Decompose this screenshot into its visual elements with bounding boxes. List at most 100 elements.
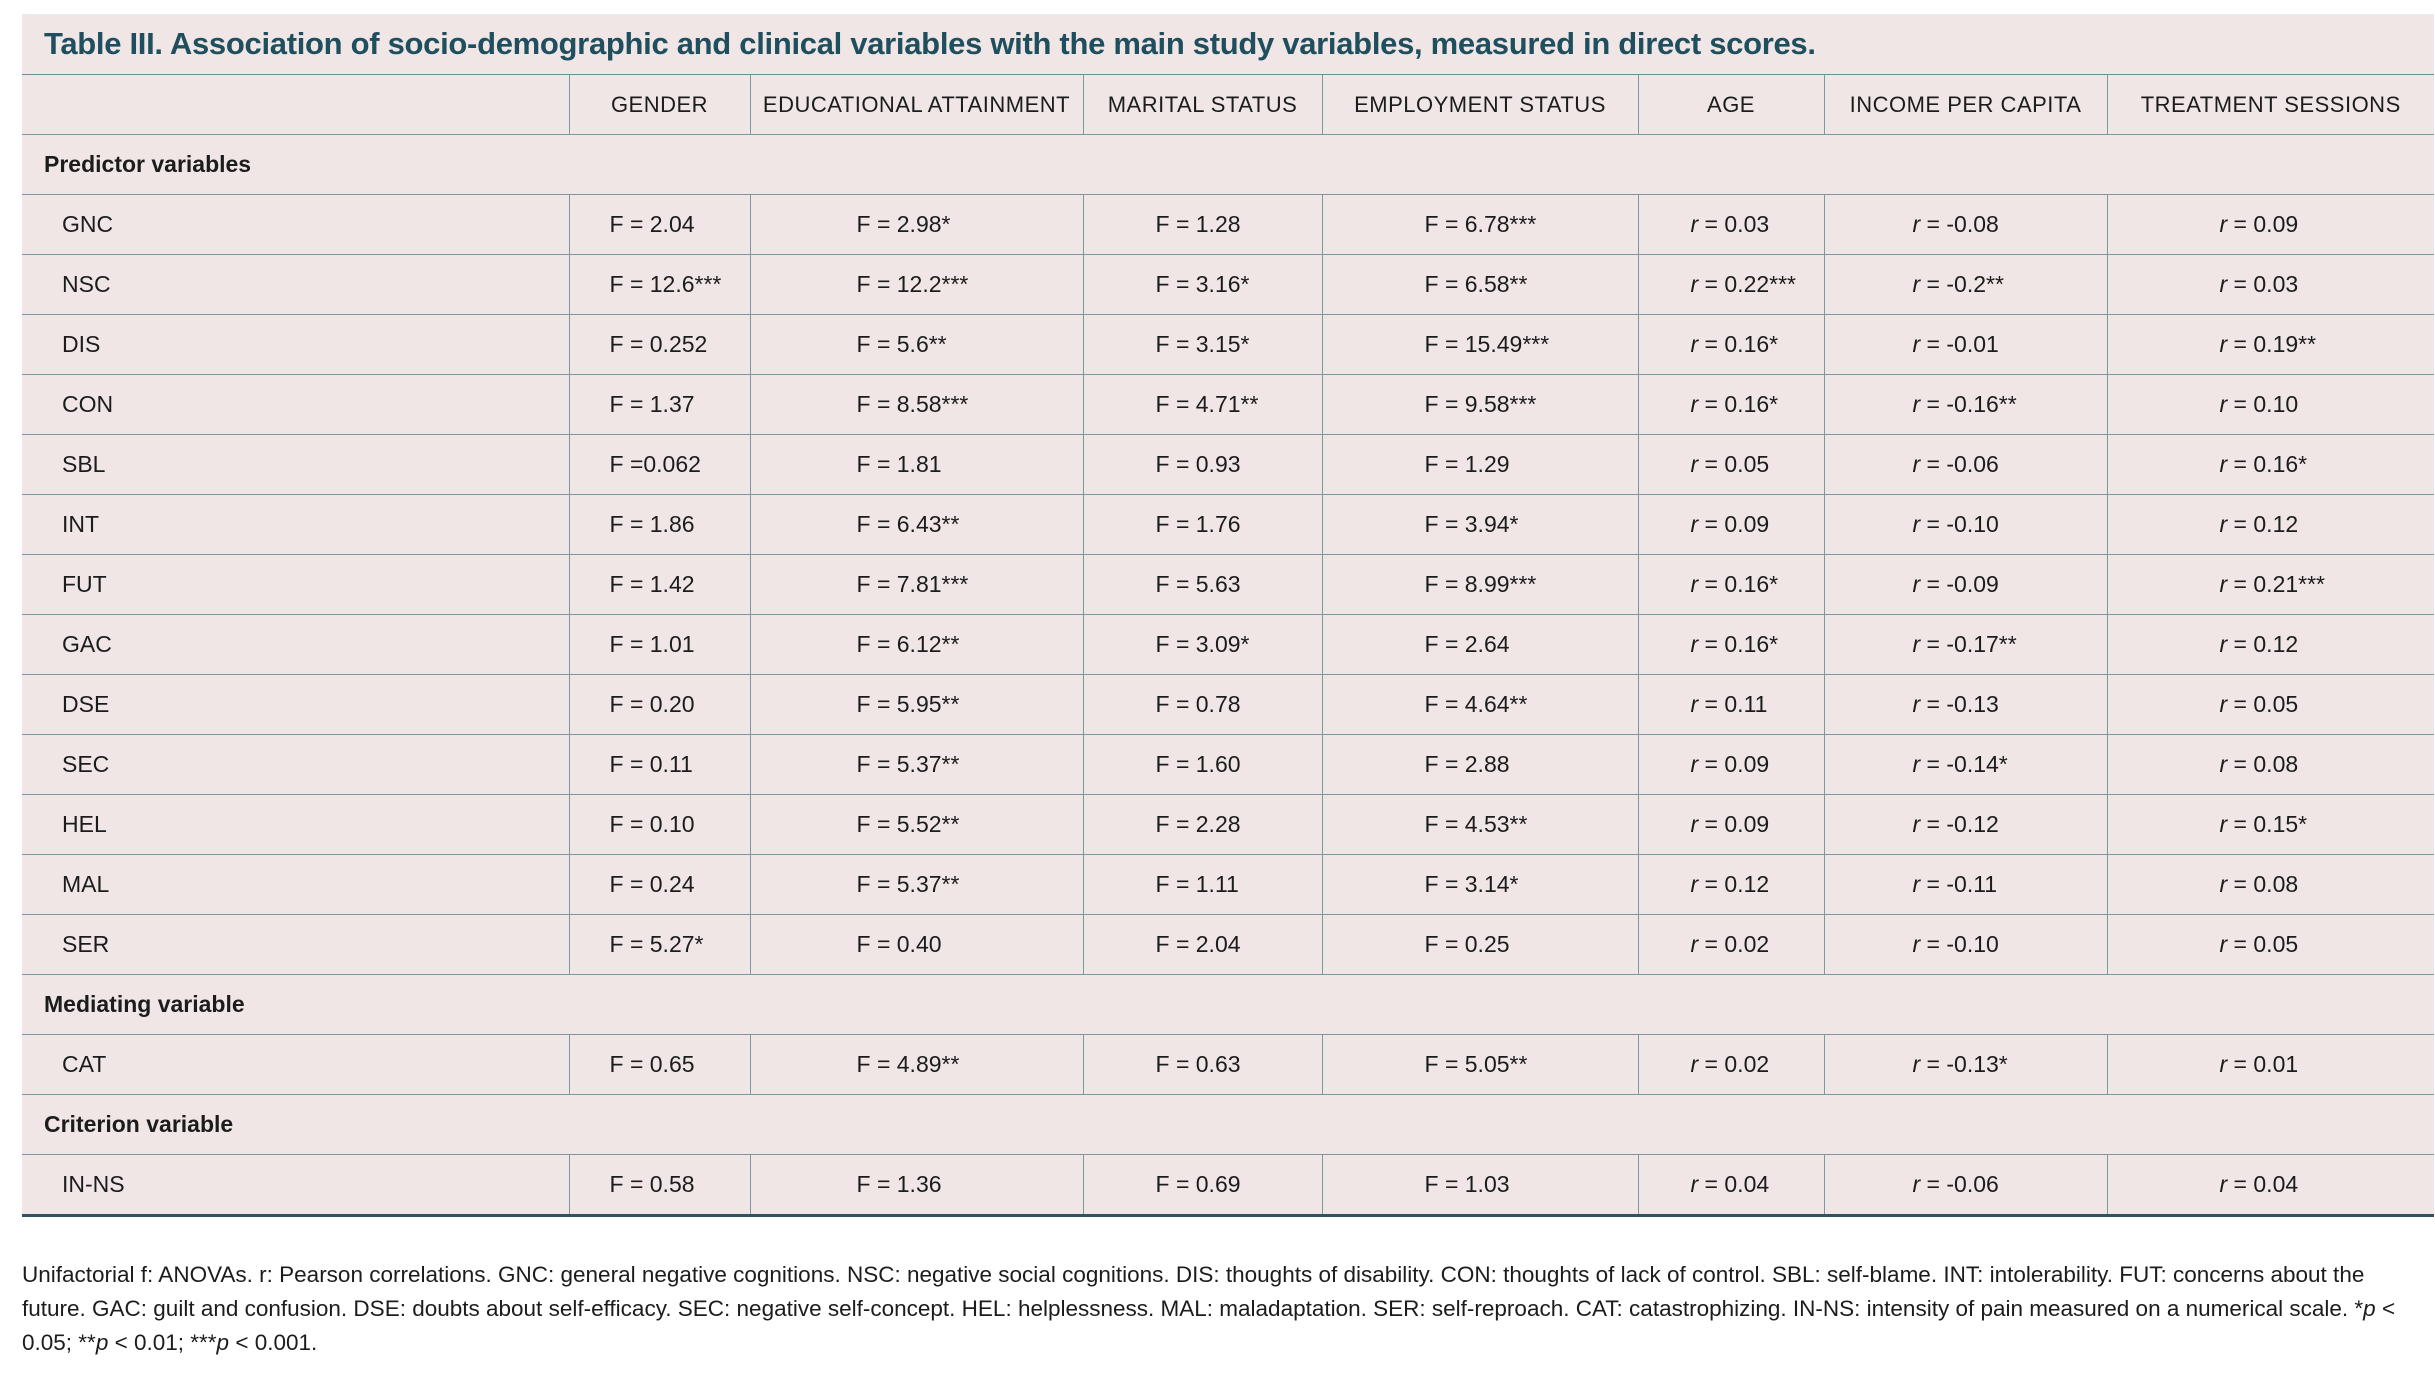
table-cell: F = 5.37** <box>749 734 1083 795</box>
table-cell: F = 0.65 <box>568 1034 750 1095</box>
table-row: SEC F = 0.11 F = 5.37** F = 1.60 F = 2.88 r =… <box>22 734 2434 795</box>
table-cell: F = 3.16* <box>1082 254 1322 315</box>
table-cell: F = 0.25 <box>1321 914 1638 975</box>
table-cell: r = -0.14* <box>1823 734 2107 795</box>
table-cell: r = 0.16* <box>2106 434 2434 495</box>
row-label: SEC <box>22 734 569 795</box>
table-cell: F = 2.88 <box>1321 734 1638 795</box>
table-cell: F = 3.14* <box>1321 854 1638 915</box>
table-cell: r = -0.01 <box>1823 314 2107 375</box>
table-cell: F = 1.86 <box>568 494 750 555</box>
table-body: Predictor variables GNC F = 2.04 F = 2.98* F… <box>22 134 2434 1214</box>
table-row: SER F = 5.27* F = 0.40 F = 2.04 F = 0.25 r = … <box>22 914 2434 975</box>
table-cell: r = 0.04 <box>2106 1154 2434 1214</box>
table-row: DSE F = 0.20 F = 5.95** F = 0.78 F = 4.64** r… <box>22 674 2434 735</box>
table-cell: r = 0.09 <box>1637 494 1824 555</box>
table-cell: r = 0.16* <box>1637 374 1824 435</box>
row-label: MAL <box>22 854 569 915</box>
table-cell: F = 1.36 <box>749 1154 1083 1214</box>
table-cell: F = 4.89** <box>749 1034 1083 1095</box>
table-cell: r = 0.12 <box>2106 494 2434 555</box>
data-table: GENDER EDUCATIONAL ATTAINMENT MARITAL ST… <box>22 75 2434 1214</box>
table-cell: r = -0.08 <box>1823 194 2107 255</box>
table-cell: F = 0.93 <box>1082 434 1322 495</box>
table-cell: F = 5.63 <box>1082 554 1322 615</box>
table-cell: F = 2.64 <box>1321 614 1638 675</box>
table-cell: r = 0.12 <box>1637 854 1824 915</box>
table-cell: r = -0.13* <box>1823 1034 2107 1095</box>
table-cell: F = 1.29 <box>1321 434 1638 495</box>
table-cell: F = 12.2*** <box>749 254 1083 315</box>
row-label: SBL <box>22 434 569 495</box>
row-label: CON <box>22 374 569 435</box>
table-cell: F = 9.58*** <box>1321 374 1638 435</box>
table-cell: F = 3.09* <box>1082 614 1322 675</box>
table-cell: F = 0.10 <box>568 794 750 855</box>
table-cell: F =0.062 <box>568 434 750 495</box>
table-cell: F = 1.76 <box>1082 494 1322 555</box>
section-heading: Criterion variable <box>22 1094 2434 1155</box>
table-cell: F = 0.63 <box>1082 1034 1322 1095</box>
table-cell: F = 0.24 <box>568 854 750 915</box>
column-header: TREATMENT SESSIONS <box>2106 75 2434 135</box>
table-cell: r = -0.10 <box>1823 494 2107 555</box>
table-cell: F = 3.94* <box>1321 494 1638 555</box>
header-blank <box>22 75 569 135</box>
table-cell: r = -0.09 <box>1823 554 2107 615</box>
table-cell: F = 5.6** <box>749 314 1083 375</box>
table-cell: F = 4.64** <box>1321 674 1638 735</box>
table-cell: r = 0.16* <box>1637 314 1824 375</box>
table-row: CON F = 1.37 F = 8.58*** F = 4.71** F = 9.58… <box>22 374 2434 435</box>
section-row: Criterion variable <box>22 1094 2434 1155</box>
table-cell: F = 2.04 <box>1082 914 1322 975</box>
table-cell: r = 0.09 <box>1637 794 1824 855</box>
table-row: NSC F = 12.6*** F = 12.2*** F = 3.16* F = 6.… <box>22 254 2434 315</box>
table-cell: r = -0.17** <box>1823 614 2107 675</box>
table-cell: F = 0.11 <box>568 734 750 795</box>
table-cell: r = -0.10 <box>1823 914 2107 975</box>
table-cell: F = 4.53** <box>1321 794 1638 855</box>
table-cell: F = 0.40 <box>749 914 1083 975</box>
row-label: FUT <box>22 554 569 615</box>
table-row: INT F = 1.86 F = 6.43** F = 1.76 F = 3.94* r … <box>22 494 2434 555</box>
table-cell: F = 5.52** <box>749 794 1083 855</box>
header-row: GENDER EDUCATIONAL ATTAINMENT MARITAL ST… <box>22 75 2434 135</box>
table-cell: r = 0.03 <box>1637 194 1824 255</box>
table-cell: r = -0.16** <box>1823 374 2107 435</box>
row-label: SER <box>22 914 569 975</box>
row-label: IN-NS <box>62 1171 125 1197</box>
table-cell: r = 0.11 <box>1637 674 1824 735</box>
table-cell: F = 15.49*** <box>1321 314 1638 375</box>
table-row: IN-NS F = 0.58 F = 1.36 F = 0.69 F = 1.03 r =… <box>22 1154 2434 1214</box>
table-cell: F = 5.95** <box>749 674 1083 735</box>
table-cell: F = 1.11 <box>1082 854 1322 915</box>
table-row: SBL F =0.062 F = 1.81 F = 0.93 F = 1.29 r = 0… <box>22 434 2434 495</box>
table-cell: F = 2.28 <box>1082 794 1322 855</box>
table-cell: F = 1.81 <box>749 434 1083 495</box>
table-cell: F = 8.58*** <box>749 374 1083 435</box>
table-cell: F = 2.98* <box>749 194 1083 255</box>
table-cell: r = 0.22*** <box>1637 254 1824 315</box>
table-cell: r = -0.13 <box>1823 674 2107 735</box>
table-cell: r = 0.05 <box>2106 674 2434 735</box>
row-label: CAT <box>22 1034 569 1095</box>
table-cell: r = 0.10 <box>2106 374 2434 435</box>
table-cell: F = 12.6*** <box>568 254 750 315</box>
table-cell: F = 1.28 <box>1082 194 1322 255</box>
table-cell: F = 7.81*** <box>749 554 1083 615</box>
column-header: EDUCATIONAL ATTAINMENT <box>749 75 1083 135</box>
row-label: DIS <box>22 314 569 375</box>
row-label: GNC <box>22 194 569 255</box>
row-label: NSC <box>22 254 569 315</box>
table-cell: F = 1.60 <box>1082 734 1322 795</box>
table-cell: F = 1.42 <box>568 554 750 615</box>
table-cell: r = 0.09 <box>2106 194 2434 255</box>
table-title: Table III. Association of socio-demograp… <box>22 14 2434 75</box>
section-heading: Mediating variable <box>22 974 2434 1035</box>
row-label: GAC <box>22 614 569 675</box>
table-row: DIS F = 0.252 F = 5.6** F = 3.15* F = 15.49*… <box>22 314 2434 375</box>
column-header: GENDER <box>568 75 750 135</box>
table-cell: r = 0.05 <box>2106 914 2434 975</box>
table-cell: r = 0.21*** <box>2106 554 2434 615</box>
table-cell: F = 6.12** <box>749 614 1083 675</box>
